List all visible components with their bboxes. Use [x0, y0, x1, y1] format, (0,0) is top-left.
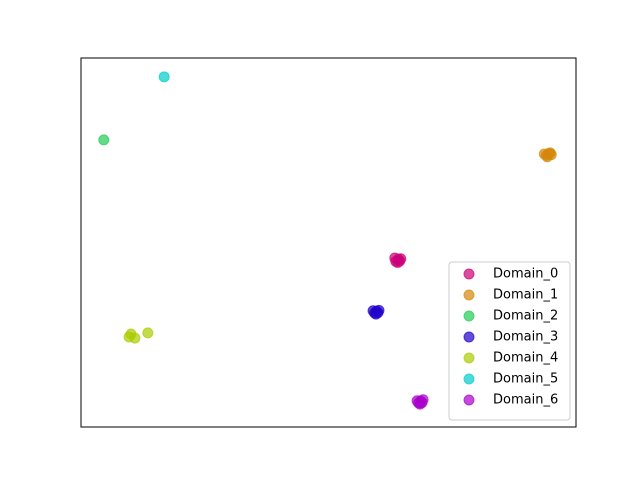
plot-frame — [80, 57, 577, 428]
point — [415, 395, 427, 407]
legend-marker — [463, 289, 475, 301]
point — [543, 148, 555, 160]
legend-label: Domain_2 — [493, 309, 558, 324]
point — [158, 71, 170, 83]
legend-marker — [463, 331, 475, 343]
legend-box — [448, 261, 571, 421]
point — [371, 305, 383, 317]
point — [98, 134, 110, 146]
point — [142, 327, 154, 339]
legend-label: Domain_3 — [493, 330, 558, 345]
legend-marker — [463, 394, 475, 406]
legend-label: Domain_5 — [493, 372, 558, 387]
legend-marker — [463, 268, 475, 280]
legend-marker — [463, 310, 475, 322]
legend-label: Domain_1 — [493, 288, 558, 303]
legend-label: Domain_6 — [493, 393, 558, 408]
legend-label: Domain_4 — [493, 351, 558, 366]
point — [129, 332, 141, 344]
legend-label: Domain_0 — [493, 267, 558, 282]
point — [392, 253, 404, 265]
legend-marker — [463, 373, 475, 385]
legend-marker — [463, 352, 475, 364]
